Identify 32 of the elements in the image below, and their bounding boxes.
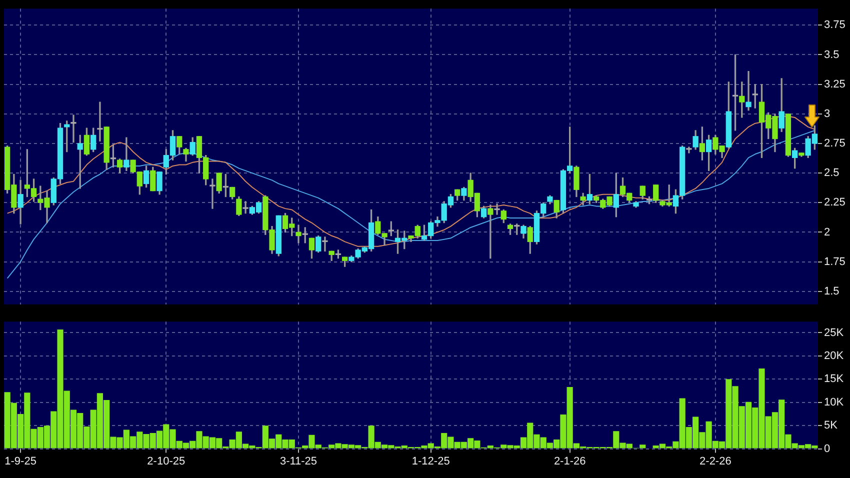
y-tick-label: 2.5 xyxy=(824,167,840,180)
x-tick-label: 3-11-25 xyxy=(280,455,318,468)
y-tick-label: 3.5 xyxy=(824,48,840,61)
y-tick-label: 3 xyxy=(824,108,830,120)
candlestick xyxy=(210,178,216,209)
candlestick xyxy=(70,114,76,143)
y-tick-label: 1.5 xyxy=(824,285,840,298)
y-tick-label: 5K xyxy=(824,420,838,432)
y-tick-label: 15K xyxy=(824,373,844,386)
candlestick xyxy=(322,236,328,252)
y-tick-label: 1.75 xyxy=(824,256,846,268)
candlestick xyxy=(97,102,103,142)
y-tick-label: 0 xyxy=(824,442,830,455)
candlestick xyxy=(686,146,692,154)
candlestick xyxy=(124,137,130,172)
y-tick-label: 2.25 xyxy=(824,196,846,209)
y-tick-label: 25K xyxy=(824,326,844,339)
y-tick-label: 10K xyxy=(824,396,844,408)
x-tick-label: 2-1-26 xyxy=(554,455,586,468)
candlestick xyxy=(242,201,248,214)
candlestick xyxy=(494,204,500,215)
y-tick-label: 2.75 xyxy=(824,138,846,150)
x-tick-label: 2-10-25 xyxy=(147,455,186,468)
y-tick-label: 20K xyxy=(824,350,844,362)
y-tick-label: 3.75 xyxy=(824,19,846,32)
y-tick-label: 3.25 xyxy=(824,78,846,90)
y-tick-label: 2 xyxy=(824,226,830,238)
x-tick-label: 1-12-25 xyxy=(412,455,450,468)
x-tick-label: 1-9-25 xyxy=(4,455,36,468)
x-tick-label: 2-2-26 xyxy=(700,455,732,468)
candlestick xyxy=(746,70,752,111)
candlestick xyxy=(296,224,302,244)
